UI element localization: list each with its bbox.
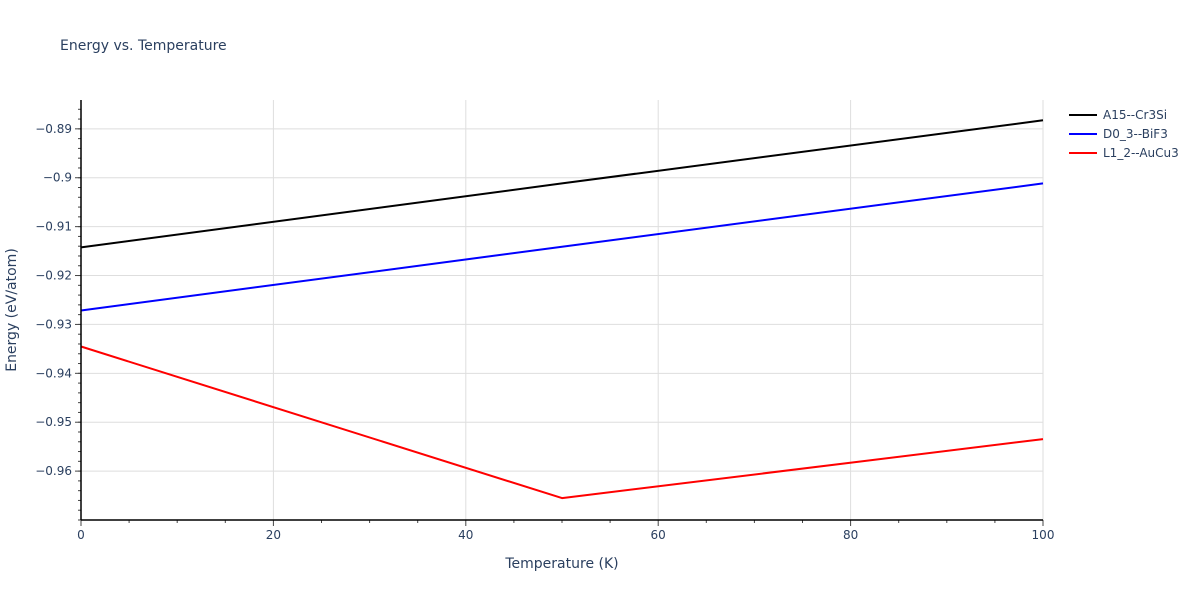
legend-item[interactable]: A15--Cr3Si [1069,108,1167,122]
x-tick-label: 40 [458,528,473,542]
plot-area[interactable] [80,119,1044,500]
y-tick-label: −0.92 [35,269,72,283]
series-line-l1-2-aucu3[interactable] [80,345,1044,500]
x-tick-label: 80 [843,528,858,542]
legend-label: A15--Cr3Si [1103,108,1167,122]
gridlines [81,100,1044,520]
y-tick-label: −0.89 [35,122,72,136]
x-tick-label: 60 [651,528,666,542]
y-tick-label: −0.96 [35,464,72,478]
y-tick-label: −0.91 [35,220,72,234]
legend-item[interactable]: L1_2--AuCu3 [1069,146,1179,160]
series-line-d0-3-bif3[interactable] [80,182,1044,312]
legend-label: L1_2--AuCu3 [1103,146,1179,160]
legend-item[interactable]: D0_3--BiF3 [1069,127,1168,141]
axes: 0 20 40 60 80 100 −0.89 −0.9 −0.91 −0.92 −0.93 −0.9… [35,100,1054,542]
legend-label: D0_3--BiF3 [1103,127,1168,141]
series-line-a15-cr3si[interactable] [80,119,1044,249]
y-tick-label: −0.93 [35,317,72,331]
y-tick-label: −0.95 [35,415,72,429]
x-tick-label: 20 [266,528,281,542]
y-tick-label: −0.9 [43,171,72,185]
x-tick-label: 0 [77,528,85,542]
x-tick-label: 100 [1032,528,1055,542]
y-axis-title: Energy (eV/atom) [4,248,20,372]
x-axis-title: Temperature (K) [504,556,618,572]
legend: A15--Cr3Si D0_3--BiF3 L1_2--AuCu3 [1069,108,1179,160]
y-tick-label: −0.94 [35,366,72,380]
chart-title: Energy vs. Temperature [60,38,227,54]
